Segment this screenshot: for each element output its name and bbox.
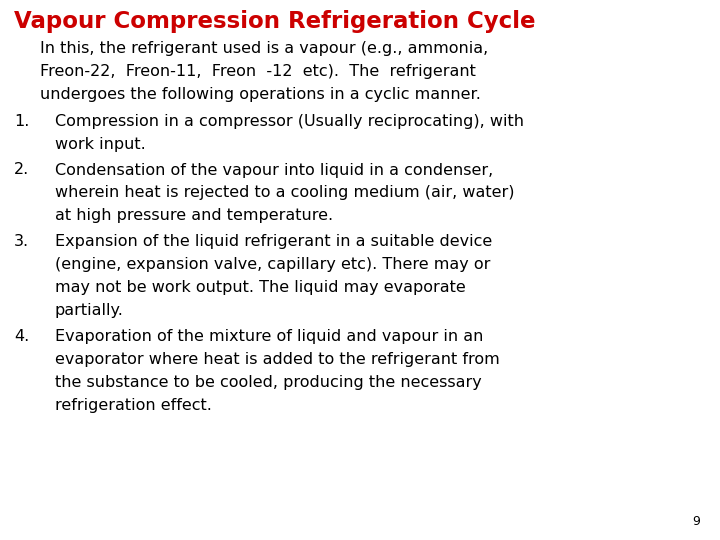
Text: refrigeration effect.: refrigeration effect. [55, 397, 212, 413]
Text: Condensation of the vapour into liquid in a condenser,: Condensation of the vapour into liquid i… [55, 163, 493, 178]
Text: (engine, expansion valve, capillary etc). There may or: (engine, expansion valve, capillary etc)… [55, 257, 490, 272]
Text: 4.: 4. [14, 329, 30, 344]
Text: In this, the refrigerant used is a vapour (e.g., ammonia,: In this, the refrigerant used is a vapou… [40, 41, 488, 56]
Text: Freon-22,  Freon-11,  Freon  -12  etc).  The  refrigerant: Freon-22, Freon-11, Freon -12 etc). The … [40, 64, 476, 79]
Text: work input.: work input. [55, 137, 145, 152]
Text: partially.: partially. [55, 303, 124, 318]
Text: 9: 9 [692, 515, 700, 528]
Text: 3.: 3. [14, 234, 29, 249]
Text: 2.: 2. [14, 163, 30, 178]
Text: evaporator where heat is added to the refrigerant from: evaporator where heat is added to the re… [55, 352, 500, 367]
Text: 1.: 1. [14, 113, 30, 129]
Text: Compression in a compressor (Usually reciprocating), with: Compression in a compressor (Usually rec… [55, 113, 524, 129]
Text: undergoes the following operations in a cyclic manner.: undergoes the following operations in a … [40, 87, 481, 102]
Text: may not be work output. The liquid may evaporate: may not be work output. The liquid may e… [55, 280, 466, 295]
Text: Expansion of the liquid refrigerant in a suitable device: Expansion of the liquid refrigerant in a… [55, 234, 492, 249]
Text: wherein heat is rejected to a cooling medium (air, water): wherein heat is rejected to a cooling me… [55, 185, 515, 200]
Text: at high pressure and temperature.: at high pressure and temperature. [55, 208, 333, 224]
Text: Evaporation of the mixture of liquid and vapour in an: Evaporation of the mixture of liquid and… [55, 329, 483, 344]
Text: the substance to be cooled, producing the necessary: the substance to be cooled, producing th… [55, 375, 482, 390]
Text: Vapour Compression Refrigeration Cycle: Vapour Compression Refrigeration Cycle [14, 10, 536, 33]
